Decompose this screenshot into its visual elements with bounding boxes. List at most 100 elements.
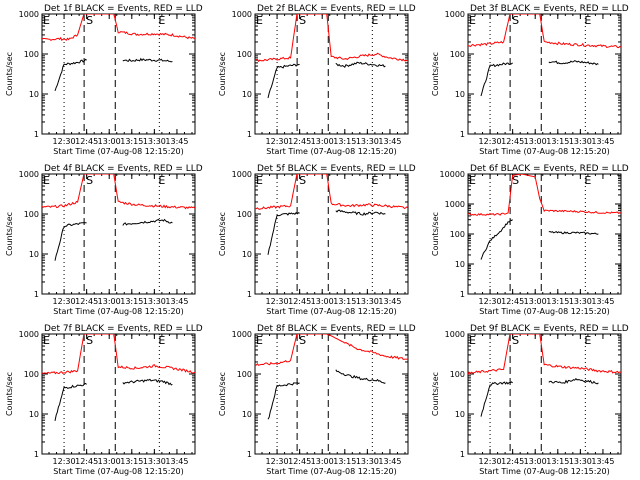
y-tick-label: 1000 — [445, 10, 465, 19]
y-axis-label: Counts/sec — [431, 212, 440, 256]
x-tick-label: 12:45 — [75, 457, 98, 466]
series-line-events — [54, 57, 173, 92]
series-line-lld — [42, 334, 195, 375]
marker-label-end: E — [371, 174, 378, 187]
series-line-events — [267, 61, 386, 99]
chart-panel-7: Det 7f BLACK = Events, RED = LLD 1 10 100 10… — [5, 324, 203, 476]
marker-label-saa: S — [512, 334, 519, 347]
marker-label-end: E — [371, 14, 378, 27]
y-tick-label: 10 — [455, 410, 465, 419]
marker-label-saa: S — [299, 14, 306, 27]
y-axis-label: Counts/sec — [218, 372, 227, 416]
chart-title: Det 2f BLACK = Events, RED = LLD — [257, 4, 416, 14]
y-tick-label: 100 — [450, 370, 465, 379]
plot-frame — [41, 333, 196, 455]
x-axis-label: Start Time (07-Aug-08 12:15:20) — [266, 467, 397, 476]
y-tick-label: 10 — [29, 90, 39, 99]
series-line-lld — [255, 14, 408, 63]
x-tick-label: 13:15 — [333, 137, 356, 146]
marker-label-end: E — [584, 14, 591, 27]
y-tick-label: 1000 — [445, 330, 465, 339]
series-group — [42, 174, 195, 261]
series-line-lld — [42, 14, 195, 42]
x-axis-label: Start Time (07-Aug-08 12:15:20) — [479, 467, 610, 476]
x-tick-label: 13:30 — [356, 137, 379, 146]
x-tick-label: 13:45 — [378, 457, 401, 466]
chart-panel-6: Det 6f BLACK = Events, RED = LLD 1 10 100 10… — [431, 164, 629, 316]
x-tick-label: 13:30 — [569, 457, 592, 466]
chart-panel-9: Det 9f BLACK = Events, RED = LLD 1 10 100 10… — [431, 324, 629, 476]
y-tick-label: 1000 — [19, 10, 39, 19]
x-tick-label: 13:15 — [333, 457, 356, 466]
series-line-lld — [468, 14, 621, 49]
chart-title: Det 3f BLACK = Events, RED = LLD — [470, 4, 629, 14]
x-tick-label: 13:45 — [591, 137, 614, 146]
x-axis-label: Start Time (07-Aug-08 12:15:20) — [53, 307, 184, 316]
plot-frame — [254, 13, 409, 135]
y-tick-label: 1000 — [19, 170, 39, 179]
series-line-events — [480, 377, 599, 417]
y-tick-label: 100 — [24, 210, 39, 219]
x-tick-label: 12:45 — [501, 137, 524, 146]
y-axis-label: Counts/sec — [5, 212, 14, 256]
marker-label-start: E — [43, 334, 50, 347]
y-tick-label: 1 — [247, 130, 252, 139]
x-tick-label: 13:15 — [333, 297, 356, 306]
chart-panel-4: Det 4f BLACK = Events, RED = LLD 1 10 100 10… — [5, 164, 203, 316]
x-tick-label: 13:00 — [524, 457, 547, 466]
plot-frame — [467, 333, 622, 455]
marker-label-saa: S — [299, 334, 306, 347]
plot-frame — [254, 173, 409, 295]
y-tick-label: 1 — [460, 450, 465, 459]
marker-label-start: E — [469, 174, 476, 187]
x-tick-label: 13:45 — [378, 137, 401, 146]
series-group — [42, 334, 195, 421]
x-tick-label: 12:45 — [501, 457, 524, 466]
y-axis-label: Counts/sec — [218, 52, 227, 96]
chart-title: Det 6f BLACK = Events, RED = LLD — [470, 164, 629, 174]
chart-panel-8: Det 8f BLACK = Events, RED = LLD 1 10 100 10… — [218, 324, 416, 476]
plot-frame — [254, 333, 409, 455]
plot-frame — [41, 173, 196, 295]
marker-label-saa: S — [86, 334, 93, 347]
x-tick-label: 13:15 — [546, 137, 569, 146]
x-tick-label: 12:30 — [266, 297, 289, 306]
marker-label-end: E — [158, 14, 165, 27]
y-tick-label: 1000 — [232, 10, 252, 19]
y-axis-label: Counts/sec — [431, 372, 440, 416]
y-tick-label: 1 — [34, 290, 39, 299]
y-tick-label: 100 — [450, 230, 465, 239]
plot-frame — [41, 13, 196, 135]
y-tick-label: 10 — [29, 250, 39, 259]
x-axis-label: Start Time (07-Aug-08 12:15:20) — [53, 467, 184, 476]
x-tick-label: 13:00 — [524, 297, 547, 306]
marker-label-end: E — [584, 334, 591, 347]
y-tick-label: 10000 — [440, 170, 465, 179]
x-tick-label: 13:00 — [311, 137, 334, 146]
y-tick-label: 1 — [34, 450, 39, 459]
x-tick-label: 13:45 — [165, 137, 188, 146]
marker-label-saa: S — [86, 174, 93, 187]
x-tick-label: 13:45 — [165, 457, 188, 466]
series-group — [42, 14, 195, 92]
y-tick-label: 100 — [237, 370, 252, 379]
y-tick-label: 1 — [247, 450, 252, 459]
y-tick-label: 10 — [455, 260, 465, 269]
chart-title: Det 8f BLACK = Events, RED = LLD — [257, 324, 416, 334]
x-tick-label: 13:00 — [311, 297, 334, 306]
x-axis-label: Start Time (07-Aug-08 12:15:20) — [479, 307, 610, 316]
x-axis-label: Start Time (07-Aug-08 12:15:20) — [266, 307, 397, 316]
x-tick-label: 13:30 — [356, 297, 379, 306]
plot-frame — [467, 13, 622, 135]
y-tick-label: 10 — [29, 410, 39, 419]
y-tick-label: 1000 — [19, 330, 39, 339]
series-group — [255, 334, 408, 420]
series-line-events — [267, 369, 386, 420]
y-tick-label: 1 — [247, 290, 252, 299]
marker-label-end: E — [371, 334, 378, 347]
chart-title: Det 5f BLACK = Events, RED = LLD — [257, 164, 416, 174]
x-axis-label: Start Time (07-Aug-08 12:15:20) — [266, 147, 397, 156]
y-tick-label: 1 — [460, 290, 465, 299]
marker-label-start: E — [43, 14, 50, 27]
